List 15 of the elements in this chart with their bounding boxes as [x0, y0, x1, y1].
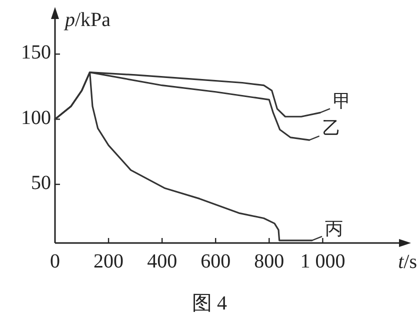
series-label: 甲 — [333, 90, 352, 111]
xtick: 1 000 — [300, 250, 346, 273]
ylabel: p/kPa — [65, 8, 111, 31]
series-label: 丙 — [324, 218, 343, 239]
xtick: 800 — [254, 250, 284, 273]
xlabel: t/s — [398, 250, 417, 273]
ytick: 100 — [21, 106, 51, 129]
ytick: 150 — [21, 42, 51, 64]
xtick: 0 — [50, 250, 60, 273]
ytick: 50 — [31, 172, 51, 194]
annotation: 图 4 — [192, 292, 227, 315]
series-label: 乙 — [322, 118, 340, 138]
xtick: 600 — [200, 250, 231, 273]
xtick: 200 — [94, 250, 124, 273]
xtick: 400 — [147, 250, 178, 273]
